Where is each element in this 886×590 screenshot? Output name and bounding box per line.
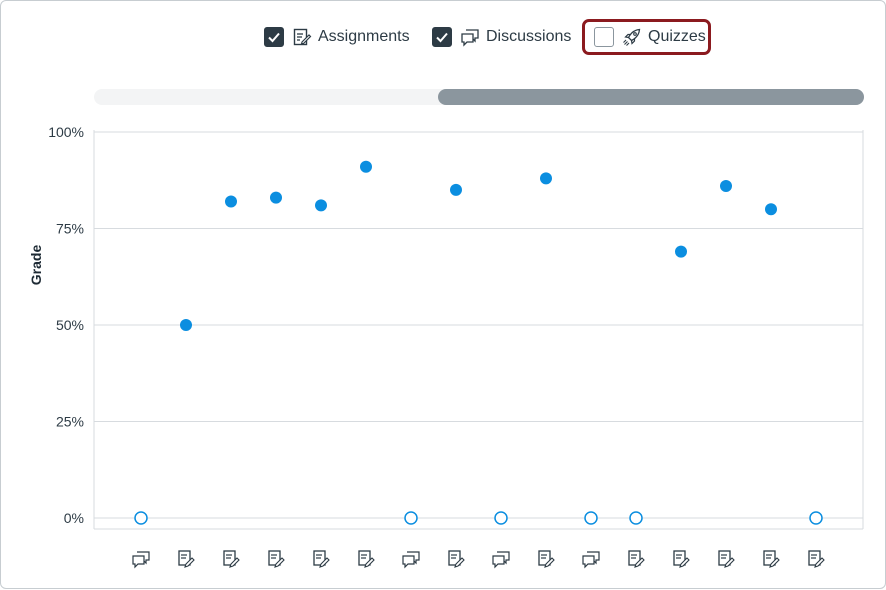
grade-point[interactable] <box>270 191 282 204</box>
grade-point[interactable] <box>180 319 192 331</box>
grade-point[interactable] <box>720 180 732 193</box>
ungraded-point[interactable] <box>404 511 418 525</box>
grade-point[interactable] <box>765 203 777 216</box>
y-tick-labels: 0% 25% 50% 75% 100% <box>48 124 84 526</box>
ungraded-point[interactable] <box>134 511 148 525</box>
discussion-icon <box>132 551 150 569</box>
discussion-icon <box>402 551 420 569</box>
assignment-icon <box>763 550 780 568</box>
assignment-icon <box>808 550 825 568</box>
assignment-icon <box>268 550 285 568</box>
discussion-icon <box>460 27 480 47</box>
discussion-icon <box>492 551 510 569</box>
assignment-icon <box>292 27 312 47</box>
assignment-icon <box>718 550 735 568</box>
grade-point[interactable] <box>315 199 327 212</box>
discussion-icon <box>582 551 600 569</box>
ungraded-point[interactable] <box>629 511 643 525</box>
filter-quizzes[interactable]: Quizzes <box>582 19 711 55</box>
filter-label: Assignments <box>318 28 410 45</box>
assignment-icon <box>313 550 330 568</box>
assignment-icon <box>223 550 240 568</box>
grade-point[interactable] <box>225 195 237 208</box>
checkmark-icon <box>268 32 280 43</box>
assignment-icon <box>628 550 645 568</box>
x-axis-icons <box>132 550 825 569</box>
assignment-icon <box>448 550 465 568</box>
grid <box>93 130 864 530</box>
y-tick-label: 75% <box>56 221 84 237</box>
quizzes-checkbox[interactable] <box>594 27 614 47</box>
grade-point[interactable] <box>675 245 687 258</box>
assignment-icon <box>538 550 555 568</box>
y-tick-label: 25% <box>56 414 84 430</box>
filter-discussions[interactable]: Discussions <box>432 19 571 55</box>
y-tick-label: 0% <box>64 510 84 526</box>
filter-bar: Assignments Discussions Quizzes <box>1 19 886 57</box>
y-tick-label: 50% <box>56 317 84 333</box>
y-tick-label: 100% <box>48 124 84 140</box>
grade-point[interactable] <box>360 160 372 173</box>
filter-label: Discussions <box>486 28 572 45</box>
grade-point[interactable] <box>450 183 462 196</box>
grade-point[interactable] <box>540 172 552 185</box>
ungraded-point[interactable] <box>494 511 508 525</box>
assignments-checkbox[interactable] <box>264 27 284 47</box>
assignment-icon <box>673 550 690 568</box>
filter-assignments[interactable]: Assignments <box>264 19 410 55</box>
data-points <box>134 160 823 525</box>
y-axis-label: Grade <box>28 245 44 286</box>
discussions-checkbox[interactable] <box>432 27 452 47</box>
assignment-icon <box>358 550 375 568</box>
chart-scrollbar-thumb[interactable] <box>438 89 864 105</box>
ungraded-point[interactable] <box>584 511 598 525</box>
assignment-icon <box>178 550 195 568</box>
quiz-rocket-icon <box>622 27 642 47</box>
filter-label: Quizzes <box>648 28 706 45</box>
checkmark-icon <box>436 32 448 43</box>
ungraded-point[interactable] <box>809 511 823 525</box>
